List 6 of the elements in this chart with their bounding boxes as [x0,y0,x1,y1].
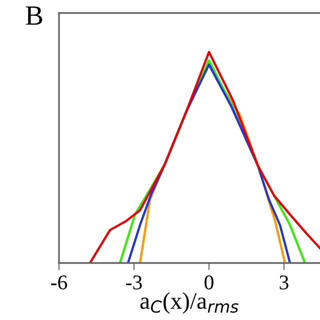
x-tick-label: -3 [126,275,142,290]
x-axis-title: a$_{C}$(x)/a$_{rms}$ [140,292,238,314]
chart-title: B [26,6,42,25]
x-tick-label: 0 [204,275,214,290]
x-tick-label: 3 [280,275,288,290]
x-tick-label: -6 [51,275,68,290]
